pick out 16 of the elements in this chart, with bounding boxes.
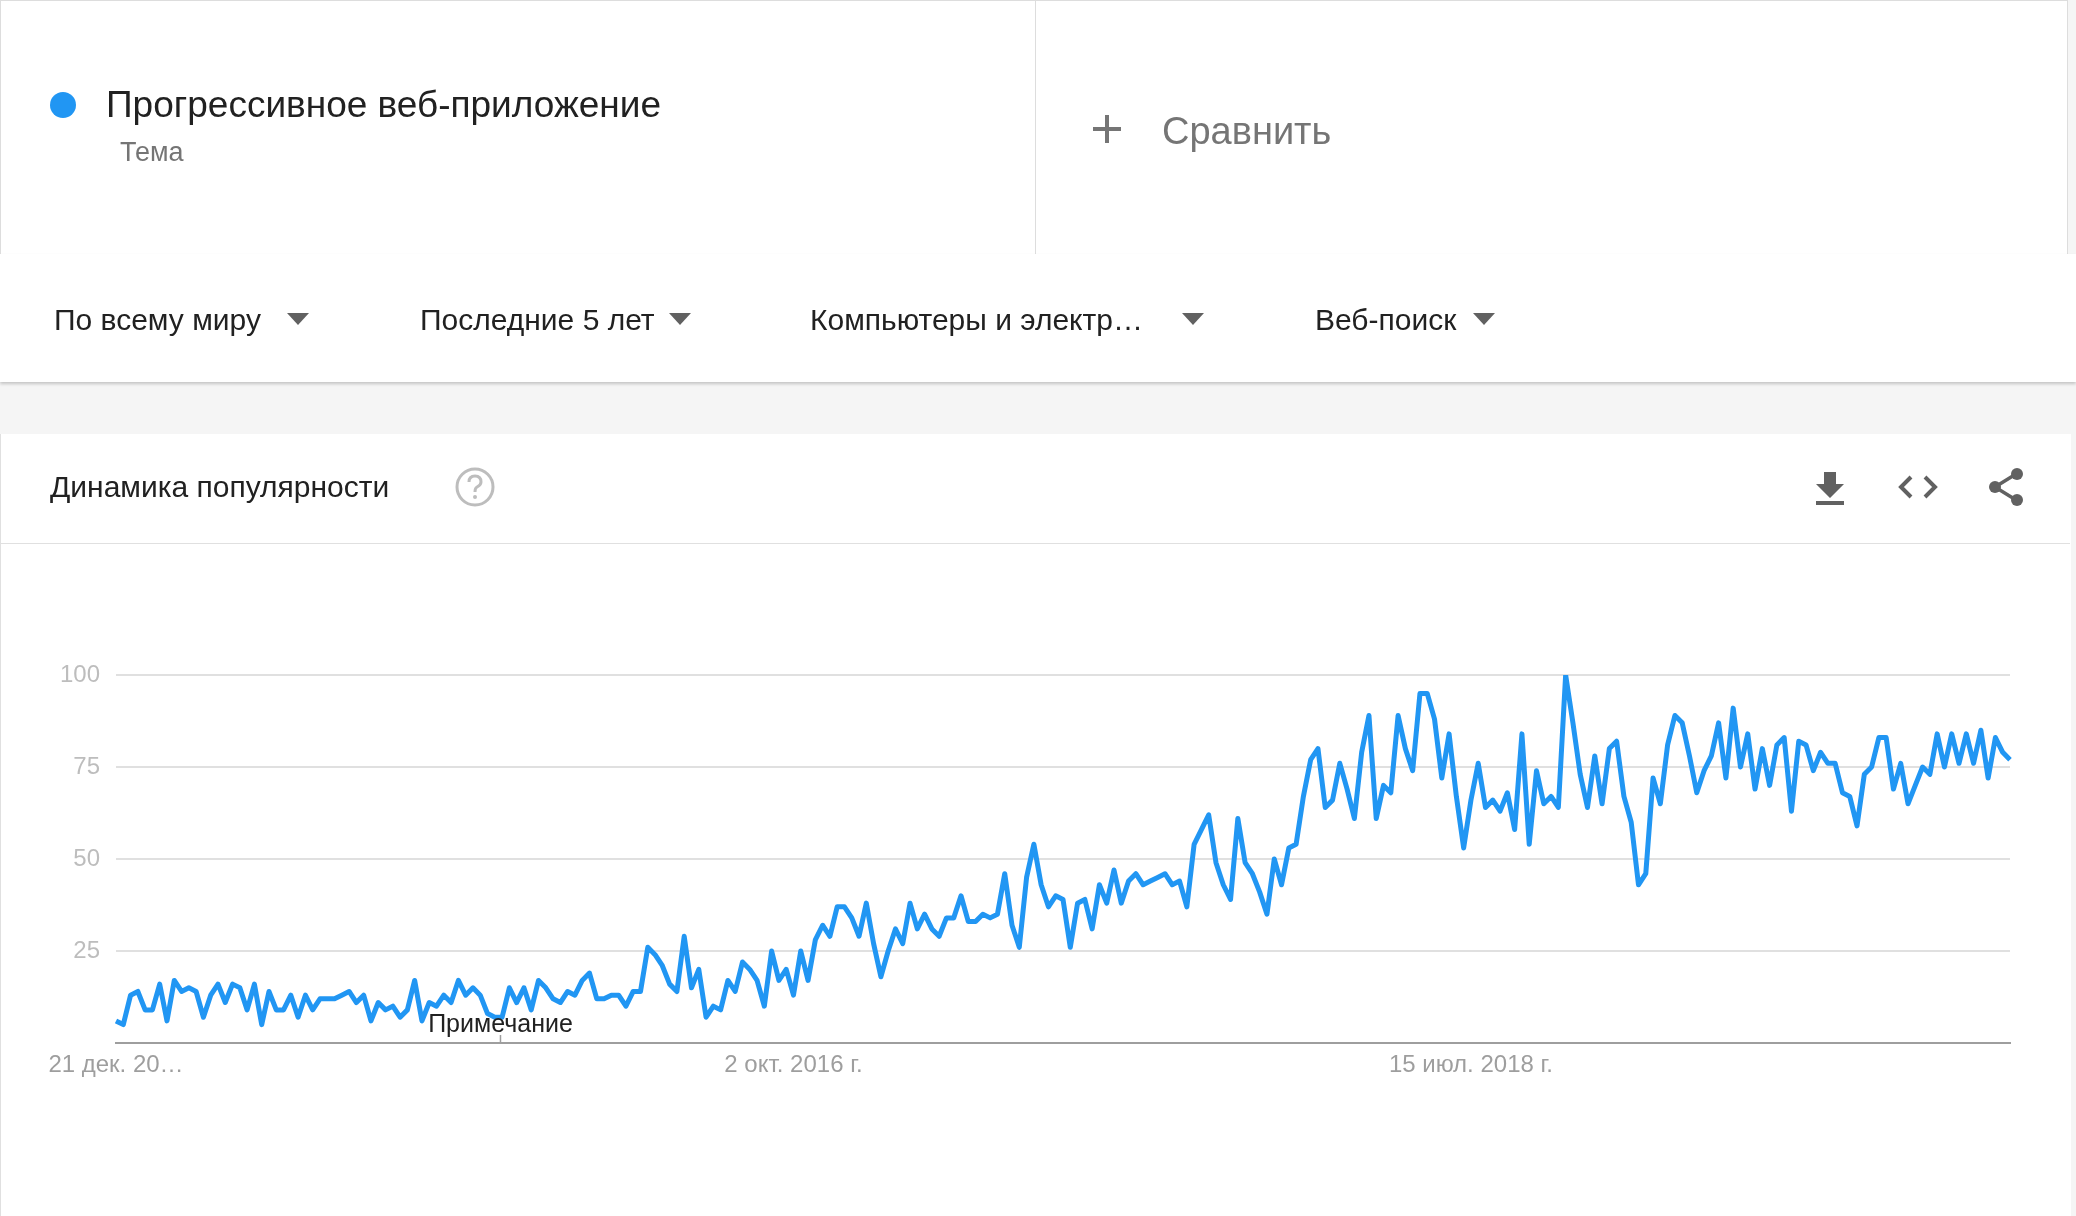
y-tick-label: 25	[73, 935, 100, 963]
annotation: Примечание	[428, 1009, 573, 1038]
text: Сравнить	[1162, 110, 1332, 152]
text: Последние 5 лет	[420, 303, 655, 336]
y-tick-label: 50	[73, 843, 100, 871]
x-tick-label: 15 июл. 2018 г.	[1388, 1050, 1554, 1078]
text: По всему миру	[54, 303, 261, 336]
text: Компьютеры и электр…	[810, 303, 1143, 336]
legend-label: Прогрессивное веб-приложение	[106, 84, 661, 125]
x-tick-label: 2 окт. 2016 г.	[724, 1050, 863, 1078]
chart-title: Динамика популярности	[50, 470, 390, 503]
text: Тема	[120, 137, 184, 167]
x-tick-label: 21 дек. 20…	[48, 1050, 184, 1078]
text: Веб-поиск	[1315, 303, 1457, 336]
y-tick-label: 100	[59, 659, 100, 687]
y-tick-label: 75	[73, 751, 100, 779]
